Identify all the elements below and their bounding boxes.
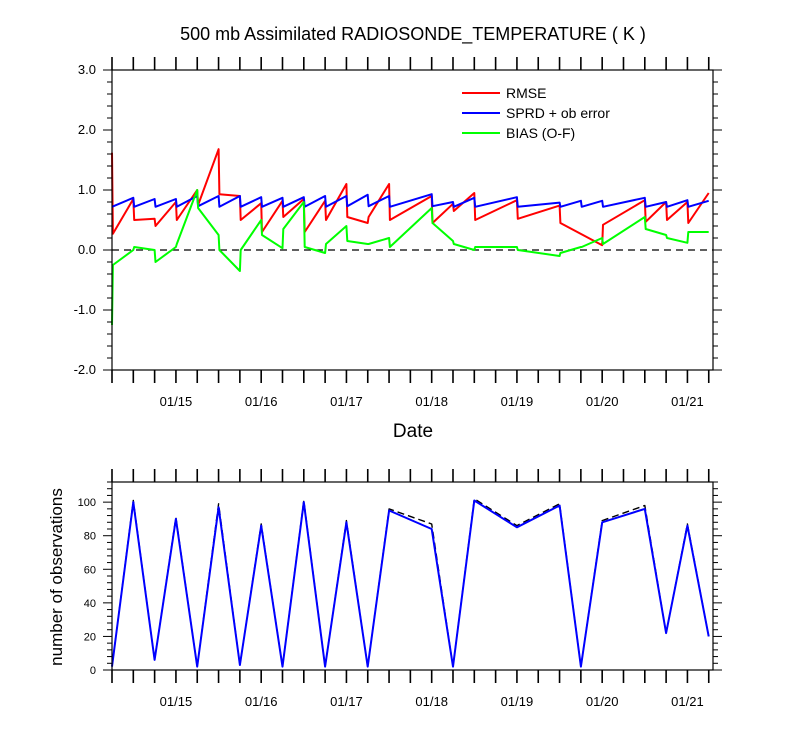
y-tick-label: 40: [84, 598, 96, 610]
y-tick-label: 1.0: [78, 182, 96, 197]
x-axis-label: Date: [393, 421, 433, 442]
y-axis-label-observations: number of observations: [47, 488, 66, 666]
legend-entry-label: SPRD + ob error: [506, 105, 610, 121]
top-series-layer: [111, 148, 710, 326]
series-line-observations-dashed: [111, 498, 710, 668]
x-tick-label: 01/15: [160, 694, 193, 709]
y-tick-label: 0: [90, 665, 96, 677]
y-tick-label: 80: [84, 531, 96, 543]
top-axes-layer: -2.0 -1.0 0.0 1.0 2.0 3.0 01/15 01/16 01/17 01/18…: [74, 57, 722, 409]
bottom-axes-layer: 0 20 40 60 80 100 01/15 01/16 01/17 01/18 01/19 01/…: [78, 469, 722, 709]
series-line-bias-o-f: [111, 189, 709, 326]
x-tick-label: 01/20: [586, 694, 619, 709]
x-tick-label: 01/17: [330, 694, 363, 709]
y-tick-label: -2.0: [74, 362, 96, 377]
x-tick-label: 01/20: [586, 394, 619, 409]
x-tick-label: 01/18: [415, 394, 448, 409]
bottom-series-layer: [111, 498, 710, 668]
y-tick-label: 0.0: [78, 242, 96, 257]
x-tick-label: 01/18: [415, 694, 448, 709]
series-line-rmse: [111, 148, 710, 247]
legend: RMSE SPRD + ob error BIAS (O-F): [462, 85, 610, 141]
bottom-chart-panel: 0 20 40 60 80 100 01/15 01/16 01/17 01/18 01/19 01/…: [47, 469, 722, 709]
top-chart-panel: 500 mb Assimilated RADIOSONDE_TEMPERATUR…: [74, 24, 722, 442]
y-tick-label: 100: [78, 497, 96, 509]
x-tick-label: 01/15: [160, 394, 193, 409]
x-tick-label: 01/19: [501, 394, 534, 409]
x-tick-label: 01/17: [330, 394, 363, 409]
x-tick-label: 01/16: [245, 694, 278, 709]
x-tick-label: 01/19: [501, 694, 534, 709]
plot-frame: [111, 481, 714, 671]
x-tick-label: 01/21: [671, 394, 704, 409]
y-tick-label: 3.0: [78, 62, 96, 77]
y-tick-label: 20: [84, 631, 96, 643]
legend-entry-label: RMSE: [506, 85, 546, 101]
x-tick-label: 01/21: [671, 694, 704, 709]
y-tick-label: 60: [84, 564, 96, 576]
plot-frame: [111, 69, 714, 371]
y-tick-label: 2.0: [78, 122, 96, 137]
series-line-observations-assimilated: [111, 499, 710, 668]
y-tick-label: -1.0: [74, 302, 96, 317]
chart-title: 500 mb Assimilated RADIOSONDE_TEMPERATUR…: [180, 24, 646, 45]
x-tick-label: 01/16: [245, 394, 278, 409]
legend-entry-label: BIAS (O-F): [506, 125, 575, 141]
